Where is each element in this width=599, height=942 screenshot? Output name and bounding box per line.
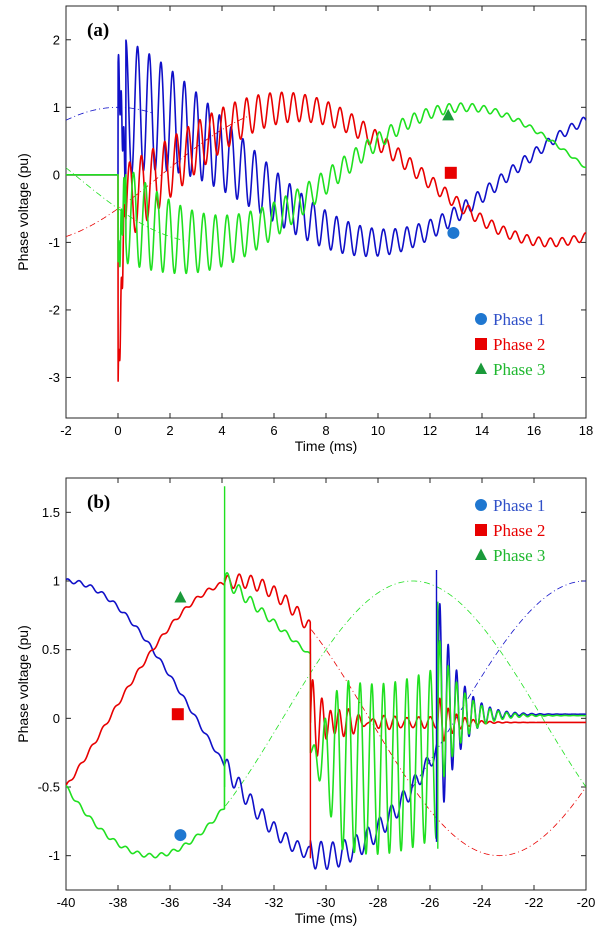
x-tick-label: 18 [579, 423, 593, 438]
reference-sine-phase-1 [412, 580, 586, 788]
y-tick-label: 0.5 [42, 642, 60, 657]
plot-area [66, 486, 586, 870]
y-tick-label: -0.5 [38, 780, 60, 795]
marker-phase-2 [171, 708, 184, 721]
y-tick-label: 1.5 [42, 505, 60, 520]
x-tick-label: -32 [265, 895, 284, 910]
legend-marker-phase-3 [475, 362, 487, 374]
y-axis-title: Phase voltage (pu) [15, 153, 31, 271]
y-axis-title: Phase voltage (pu) [15, 625, 31, 743]
plot-frame [65, 477, 587, 891]
legend-label: Phase 3 [493, 546, 545, 565]
x-tick-label: 10 [371, 423, 385, 438]
legend-marker-phase-1 [475, 499, 487, 511]
x-tick-label: 0 [114, 423, 121, 438]
x-tick-label: -28 [369, 895, 388, 910]
legend-label: Phase 2 [493, 335, 545, 354]
x-tick-label: -30 [317, 895, 336, 910]
y-tick-label: -1 [48, 235, 60, 250]
chart-panel-b: -40 -38 -36 -34 -32 -30 -28 -26 -24 -22 -20 -1 -0.5 0… [15, 477, 596, 926]
y-tick-label: 1 [53, 100, 60, 115]
legend-marker-phase-1 [475, 313, 487, 325]
x-tick-label: -38 [109, 895, 128, 910]
x-tick-label: -26 [421, 895, 440, 910]
legend-label: Phase 1 [493, 496, 545, 515]
y-tick-label: -1 [48, 848, 60, 863]
legend-label: Phase 1 [493, 310, 545, 329]
y-tick-label: 0 [53, 167, 60, 182]
x-tick-label: 2 [166, 423, 173, 438]
panel-label: (b) [87, 492, 110, 513]
series-line-phase-1 [66, 39, 586, 258]
legend-marker-phase-2 [475, 338, 487, 350]
x-axis-title: Time (ms) [295, 438, 357, 454]
legend-label: Phase 3 [493, 360, 545, 379]
y-tick-label: 0 [53, 711, 60, 726]
x-tick-label: -40 [57, 895, 76, 910]
x-tick-label: 16 [527, 423, 541, 438]
x-tick-label: -34 [213, 895, 232, 910]
series-line-phase-3 [66, 102, 586, 275]
panel-label: (a) [87, 20, 109, 41]
legend-marker-phase-2 [475, 524, 487, 536]
x-tick-label: 8 [322, 423, 329, 438]
marker-phase-2 [444, 166, 457, 179]
x-tick-label: 14 [475, 423, 489, 438]
x-axis-title: Time (ms) [295, 910, 357, 926]
plot-area [66, 39, 586, 382]
x-tick-label: -24 [473, 895, 492, 910]
y-tick-label: 1 [53, 574, 60, 589]
legend-marker-phase-3 [475, 548, 487, 560]
reference-sine-phase-1 [66, 106, 154, 121]
reference-sine-phase-3 [66, 167, 188, 242]
series-line-phase-2 [66, 91, 586, 382]
y-tick-label: -3 [48, 370, 60, 385]
marker-phase-1 [447, 226, 460, 239]
series-line-phase-3 [66, 572, 586, 859]
y-tick-label: 2 [53, 32, 60, 47]
x-tick-label: 12 [423, 423, 437, 438]
marker-phase-3 [174, 590, 187, 603]
x-tick-label: -20 [577, 895, 596, 910]
legend-label: Phase 2 [493, 521, 545, 540]
marker-phase-3 [442, 108, 455, 121]
series-line-phase-2 [66, 573, 586, 787]
x-tick-label: -36 [161, 895, 180, 910]
y-tick-label: -2 [48, 302, 60, 317]
marker-phase-1 [174, 829, 187, 842]
x-tick-label: -22 [525, 895, 544, 910]
x-tick-label: 6 [270, 423, 277, 438]
x-tick-label: 4 [218, 423, 225, 438]
reference-sine-phase-2 [310, 629, 586, 857]
x-tick-label: -2 [60, 423, 72, 438]
